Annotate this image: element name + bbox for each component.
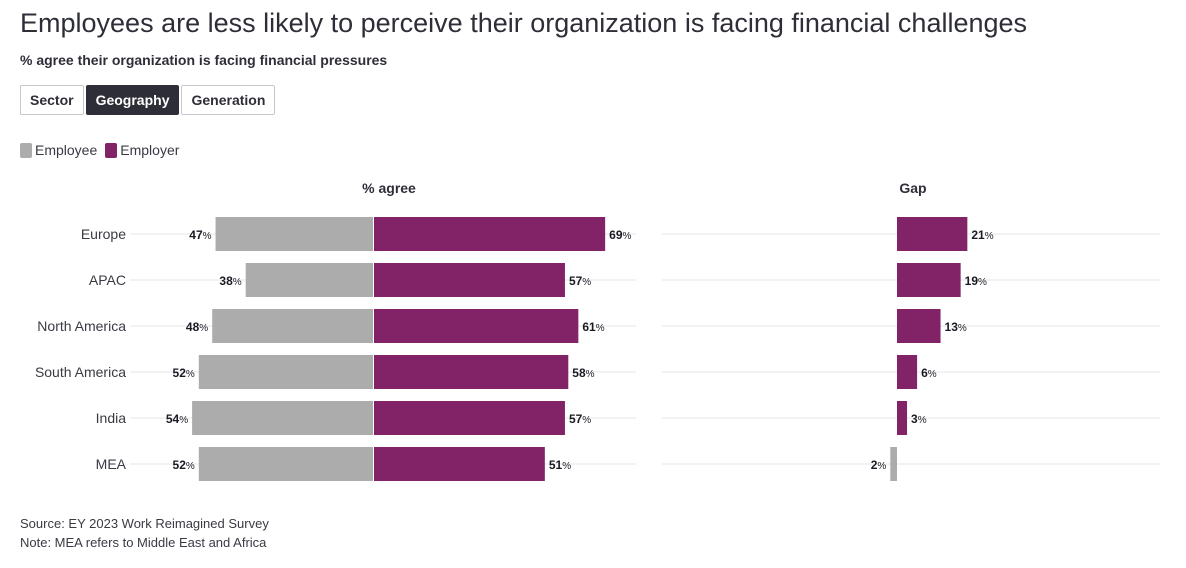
chart-title: Employees are less likely to perceive th… bbox=[20, 8, 1028, 38]
label-employer: 69% bbox=[609, 228, 631, 242]
bar-employee bbox=[198, 355, 373, 389]
category-label: South America bbox=[35, 364, 126, 380]
label-employer: 61% bbox=[582, 320, 604, 334]
tab-generation[interactable]: Generation bbox=[181, 85, 276, 115]
label-gap: 19% bbox=[965, 274, 987, 288]
label-employer: 57% bbox=[569, 274, 591, 288]
bar-employer bbox=[374, 447, 545, 481]
category-label: APAC bbox=[89, 272, 126, 288]
label-employee: 47% bbox=[189, 228, 211, 242]
label-employee: 38% bbox=[219, 274, 241, 288]
label-employer: 57% bbox=[569, 412, 591, 426]
bar-gap bbox=[897, 355, 918, 389]
label-employee: 48% bbox=[186, 320, 208, 334]
legend-item-employee[interactable]: Employee bbox=[20, 142, 97, 158]
label-employer: 51% bbox=[549, 458, 571, 472]
chart-area: % agree Gap Europe 47% 69% 21% APAC 38% 57% 19%… bbox=[35, 180, 1160, 483]
bar-gap bbox=[897, 217, 968, 251]
bar-employee bbox=[192, 401, 373, 435]
bar-employer bbox=[374, 355, 569, 389]
bar-gap bbox=[897, 309, 941, 343]
category-label: India bbox=[96, 410, 127, 426]
legend-item-employer[interactable]: Employer bbox=[105, 142, 179, 158]
label-gap: 2% bbox=[871, 458, 887, 472]
label-gap: 3% bbox=[911, 412, 927, 426]
source-note: Source: EY 2023 Work Reimagined Survey bbox=[20, 516, 269, 531]
label-employee: 54% bbox=[166, 412, 188, 426]
label-gap: 13% bbox=[945, 320, 967, 334]
category-label: North America bbox=[37, 318, 126, 334]
gap-panel-title: Gap bbox=[899, 180, 926, 196]
bar-employee bbox=[245, 263, 373, 297]
footnote: Note: MEA refers to Middle East and Afri… bbox=[20, 535, 267, 550]
legend-label-employee: Employee bbox=[35, 142, 98, 158]
category-label: Europe bbox=[81, 226, 126, 242]
bar-employee bbox=[212, 309, 373, 343]
bar-employee bbox=[215, 217, 373, 251]
bar-employer bbox=[374, 263, 565, 297]
bar-gap bbox=[890, 447, 897, 481]
category-label: MEA bbox=[96, 456, 127, 472]
legend-label-employer: Employer bbox=[120, 142, 180, 158]
bar-employer bbox=[374, 309, 579, 343]
bar-gap bbox=[897, 401, 908, 435]
tab-geography[interactable]: Geography bbox=[85, 85, 180, 115]
bar-gap bbox=[897, 263, 961, 297]
agree-panel-title: % agree bbox=[362, 180, 416, 196]
label-gap: 6% bbox=[921, 366, 937, 380]
bar-employer bbox=[374, 401, 565, 435]
tab-sector[interactable]: Sector bbox=[20, 85, 84, 115]
label-employee: 52% bbox=[173, 366, 195, 380]
legend: Employee Employer bbox=[20, 142, 187, 158]
bar-employee bbox=[198, 447, 373, 481]
legend-swatch-employer bbox=[105, 142, 118, 158]
bar-employer bbox=[374, 217, 606, 251]
label-employee: 52% bbox=[173, 458, 195, 472]
footer: Source: EY 2023 Work Reimagined Survey N… bbox=[20, 514, 269, 552]
view-tabs: Sector Geography Generation bbox=[20, 85, 276, 115]
chart-subtitle: % agree their organization is facing fin… bbox=[20, 52, 388, 68]
legend-swatch-employee bbox=[20, 142, 32, 158]
label-employer: 58% bbox=[572, 366, 594, 380]
label-gap: 21% bbox=[971, 228, 993, 242]
